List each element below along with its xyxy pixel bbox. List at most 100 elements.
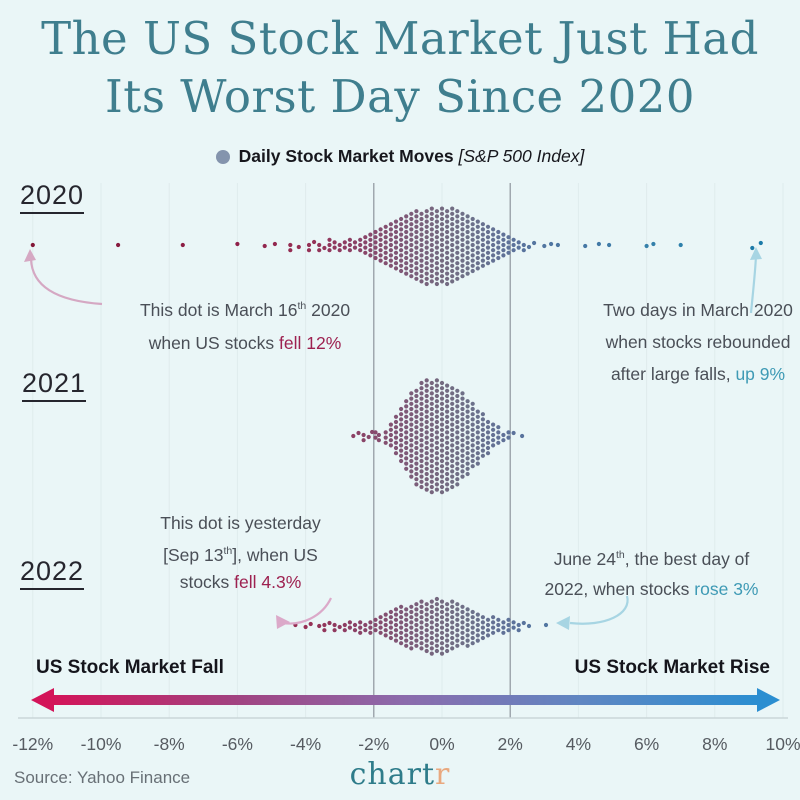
data-dot <box>475 638 480 643</box>
data-dot <box>485 617 491 622</box>
annotation-line: after large falls, up 9% <box>610 364 786 384</box>
data-dot <box>429 274 434 279</box>
data-dot <box>404 430 409 435</box>
data-dot <box>419 635 424 641</box>
data-dot <box>424 638 429 643</box>
data-dot <box>404 229 409 235</box>
tick-label: 4% <box>565 734 592 754</box>
data-dot <box>475 250 480 255</box>
data-dot <box>520 433 525 439</box>
data-dot <box>424 219 429 224</box>
data-dot <box>363 235 368 240</box>
data-dot <box>429 386 434 391</box>
data-dot <box>378 625 383 630</box>
data-dot <box>434 466 439 471</box>
data-dot <box>439 248 445 253</box>
data-dot <box>455 466 460 471</box>
data-dot <box>450 248 455 253</box>
data-dot <box>434 255 439 261</box>
data-dot <box>434 266 439 271</box>
data-dot <box>347 237 352 242</box>
data-dot <box>424 409 429 414</box>
tick-label: 8% <box>702 734 728 754</box>
data-dot <box>429 464 434 469</box>
data-dot <box>434 643 439 648</box>
data-dot <box>485 235 491 240</box>
legend-label: Daily Stock Market Moves [S&P 500 Index] <box>238 146 585 166</box>
data-dot <box>429 490 434 495</box>
data-dot <box>511 248 516 253</box>
data-dot <box>485 240 491 245</box>
data-dot <box>404 617 409 622</box>
data-dot <box>465 419 470 425</box>
data-dot <box>455 245 460 250</box>
data-dot <box>439 232 445 237</box>
data-dot <box>460 406 465 412</box>
data-dot <box>439 380 445 386</box>
data-dot <box>434 399 439 404</box>
data-dot <box>450 386 455 391</box>
data-dot <box>368 253 373 258</box>
data-dot <box>419 258 424 263</box>
data-dot <box>465 607 470 612</box>
data-dot <box>424 214 429 219</box>
data-dot <box>404 404 409 409</box>
data-dot <box>439 412 445 417</box>
data-dot <box>465 235 470 240</box>
data-dot <box>409 625 414 630</box>
data-dot <box>337 248 342 253</box>
data-dot <box>491 427 496 432</box>
data-dot <box>414 440 419 445</box>
data-dot <box>424 628 429 633</box>
data-dot <box>393 607 399 612</box>
chart-title-line1: The US Stock Market Just Had <box>41 12 759 65</box>
data-dot <box>262 243 267 249</box>
data-dot <box>399 412 404 417</box>
data-dot <box>465 430 470 435</box>
data-dot <box>414 409 419 414</box>
source-label: Source: Yahoo Finance <box>14 768 191 787</box>
data-dot <box>439 646 445 651</box>
data-dot <box>419 227 424 232</box>
data-dot <box>542 243 547 249</box>
data-dot <box>424 430 429 435</box>
data-dot <box>378 248 383 253</box>
data-dot <box>429 406 434 412</box>
data-dot <box>460 274 465 279</box>
data-dot <box>470 237 475 242</box>
data-dot <box>455 399 460 404</box>
data-dot <box>419 279 424 284</box>
data-dot <box>414 622 419 628</box>
data-dot <box>399 432 404 438</box>
data-dot <box>465 245 470 250</box>
data-dot <box>409 604 414 609</box>
data-dot <box>419 438 424 443</box>
data-dot <box>424 255 429 261</box>
data-dot <box>445 612 450 617</box>
tick-label: -12% <box>12 734 54 754</box>
annotation-line: when stocks rebounded <box>605 332 791 352</box>
data-dot <box>404 445 409 451</box>
data-dot <box>434 219 439 224</box>
year-label-2021: 2021 <box>22 368 87 402</box>
data-dot <box>516 240 521 245</box>
data-dot <box>516 622 521 628</box>
data-dot <box>424 435 429 440</box>
data-dot <box>404 456 409 461</box>
data-dot <box>480 443 485 448</box>
data-dot <box>455 622 460 628</box>
data-dot <box>465 451 470 456</box>
data-dot <box>465 261 470 266</box>
data-dot <box>424 229 429 235</box>
data-dot <box>450 464 455 469</box>
data-dot <box>450 253 455 258</box>
data-dot <box>445 461 450 466</box>
data-dot <box>399 417 404 422</box>
data-dot <box>758 240 763 246</box>
data-dot <box>409 274 414 279</box>
data-dot <box>445 250 450 255</box>
data-dot <box>496 628 501 633</box>
logo-text-chart: chart <box>349 757 436 792</box>
data-dot <box>399 227 404 232</box>
data-dot <box>455 430 460 435</box>
